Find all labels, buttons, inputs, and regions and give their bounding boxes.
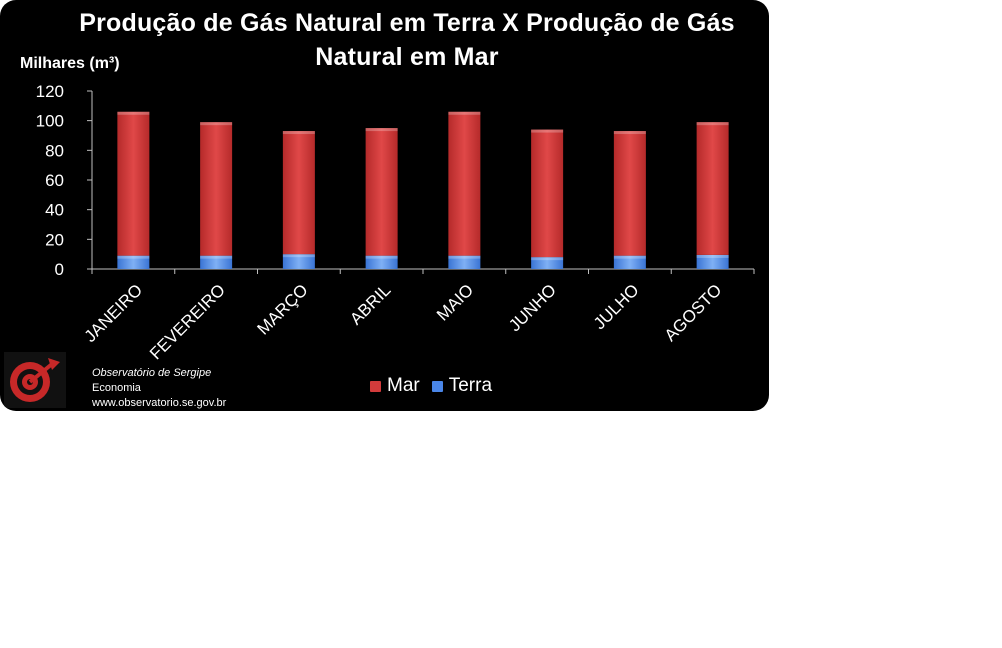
bar-mar <box>365 128 398 256</box>
bar-cap-mar <box>613 131 646 135</box>
x-tick-label: JANEIRO <box>81 280 147 346</box>
website-url: www.observatorio.se.gov.br <box>92 397 227 409</box>
bar-mar <box>117 111 150 256</box>
bar-cap-mar <box>200 122 233 126</box>
bar-mar <box>613 131 646 256</box>
bars <box>117 111 729 269</box>
org-name: Observatório de Sergipe <box>92 367 212 379</box>
section-name: Economia <box>92 382 141 394</box>
bar-mar <box>696 122 729 255</box>
x-tick-label: MARÇO <box>254 280 312 338</box>
y-tick-label: 80 <box>45 141 64 160</box>
bar-terra <box>448 255 481 269</box>
axes <box>87 90 755 274</box>
bar-cap-mar <box>282 131 315 135</box>
bar-cap-mar <box>696 122 729 126</box>
bar-terra <box>282 254 315 269</box>
bar-cap-terra <box>117 255 150 259</box>
bar-cap-terra <box>696 254 729 258</box>
bar-terra <box>696 254 729 269</box>
observatorio-logo <box>4 352 66 408</box>
y-tick-label: 0 <box>55 260 64 279</box>
bar-terra <box>117 255 150 269</box>
bar-cap-mar <box>448 111 481 115</box>
y-tick-label: 120 <box>36 82 64 101</box>
legend-item-mar: Mar <box>370 375 420 397</box>
bar-cap-terra <box>613 255 646 259</box>
x-tick-label: FEVEREIRO <box>146 280 229 363</box>
legend-label-terra: Terra <box>448 375 493 396</box>
bar-cap-mar <box>365 128 398 132</box>
y-tick-label: 40 <box>45 201 64 220</box>
bar-mar <box>282 131 315 255</box>
bar-cap-terra <box>448 255 481 259</box>
bar-cap-terra <box>200 255 233 259</box>
x-tick-label: AGOSTO <box>661 280 726 345</box>
x-tick-label: JULHO <box>590 280 643 333</box>
bar-terra <box>613 255 646 269</box>
bar-mar <box>200 122 233 256</box>
chart-plot: 0 20 40 60 80 100 120 JANEIRO FEVEREIRO MARÇO ABRI… <box>36 82 755 363</box>
bar-terra <box>531 257 564 269</box>
y-tick-label: 100 <box>36 112 64 131</box>
footer-info: Observatório de Sergipe Economia www.obs… <box>92 366 226 411</box>
bar-cap-mar <box>531 129 564 133</box>
bar-terra <box>365 255 398 269</box>
bar-cap-terra <box>365 255 398 259</box>
chart-panel: Produção de Gás Natural em Terra X Produ… <box>0 0 769 411</box>
y-axis-label: Milhares (m³) <box>20 55 120 72</box>
bar-mar <box>531 129 564 258</box>
bar-cap-terra <box>282 254 315 258</box>
x-tick-label: MAIO <box>433 280 477 324</box>
legend-swatch-mar <box>370 380 381 392</box>
legend-item-terra: Terra <box>431 375 493 397</box>
bar-cap-terra <box>531 257 564 261</box>
bar-cap-mar <box>117 111 150 115</box>
x-tick-label: JUNHO <box>505 280 560 335</box>
legend-label-mar: Mar <box>387 375 420 396</box>
y-tick-label: 20 <box>45 230 64 249</box>
legend: Mar Terra <box>370 375 492 397</box>
chart-title: Produção de Gás Natural em Terra X Produ… <box>79 9 735 71</box>
legend-swatch-terra <box>431 380 443 392</box>
bar-terra <box>200 255 233 269</box>
x-tick-label: ABRIL <box>346 280 394 328</box>
bar-mar <box>448 111 481 256</box>
y-tick-label: 60 <box>45 171 64 190</box>
